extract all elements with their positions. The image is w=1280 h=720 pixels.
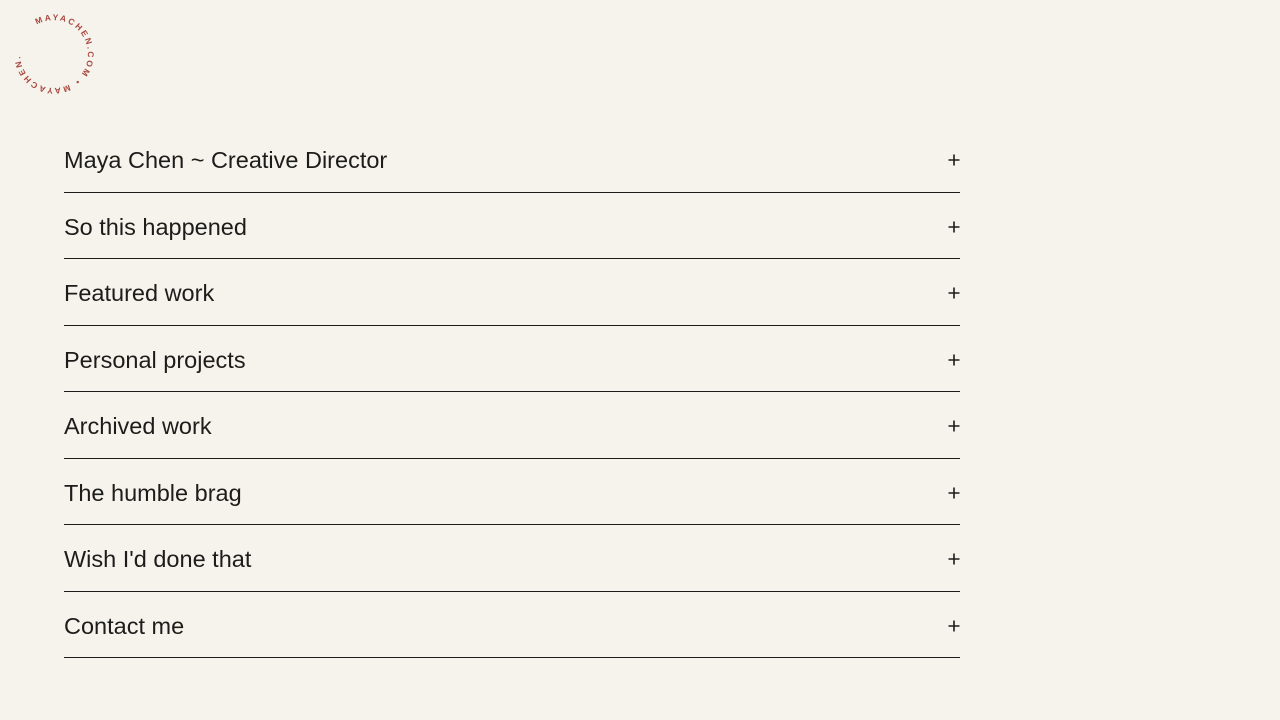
svg-text:MAYACHEN.COM • MAYACHEN.COM •: MAYACHEN.COM • MAYACHEN.COM • xyxy=(14,14,94,94)
